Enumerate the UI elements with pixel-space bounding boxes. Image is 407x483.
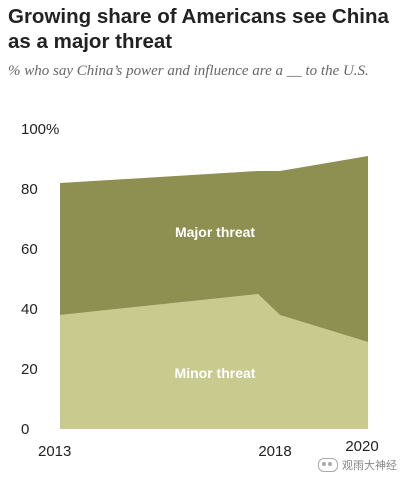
y-tick-label: 60 bbox=[21, 241, 38, 258]
area-major-threat bbox=[60, 156, 368, 342]
y-tick-label: 80 bbox=[21, 181, 38, 198]
series-label-minor-threat: Minor threat bbox=[175, 365, 256, 381]
y-tick-label: 100% bbox=[21, 121, 59, 138]
x-tick-label: 2020 bbox=[345, 438, 378, 455]
y-tick-label: 20 bbox=[21, 361, 38, 378]
watermark: 观雨大神经 bbox=[318, 457, 397, 473]
x-tick-label: 2018 bbox=[258, 443, 291, 460]
x-axis: 2013 2018 2020 bbox=[38, 438, 379, 460]
chart-title: Growing share of Americans see China as … bbox=[8, 5, 389, 53]
x-tick-label: 2013 bbox=[38, 443, 71, 460]
y-axis: 0 20 40 60 80 100% bbox=[21, 121, 59, 438]
y-tick-label: 0 bbox=[21, 421, 29, 438]
watermark-text: 观雨大神经 bbox=[342, 459, 397, 472]
series-label-major-threat: Major threat bbox=[175, 224, 255, 240]
y-tick-label: 40 bbox=[21, 301, 38, 318]
series-labels: Minor threat Major threat bbox=[175, 224, 256, 381]
area-layer bbox=[60, 156, 368, 429]
chart-subtitle: % who say China’s power and influence ar… bbox=[8, 63, 369, 79]
area-minor-threat bbox=[60, 294, 368, 429]
wechat-icon bbox=[318, 458, 338, 472]
